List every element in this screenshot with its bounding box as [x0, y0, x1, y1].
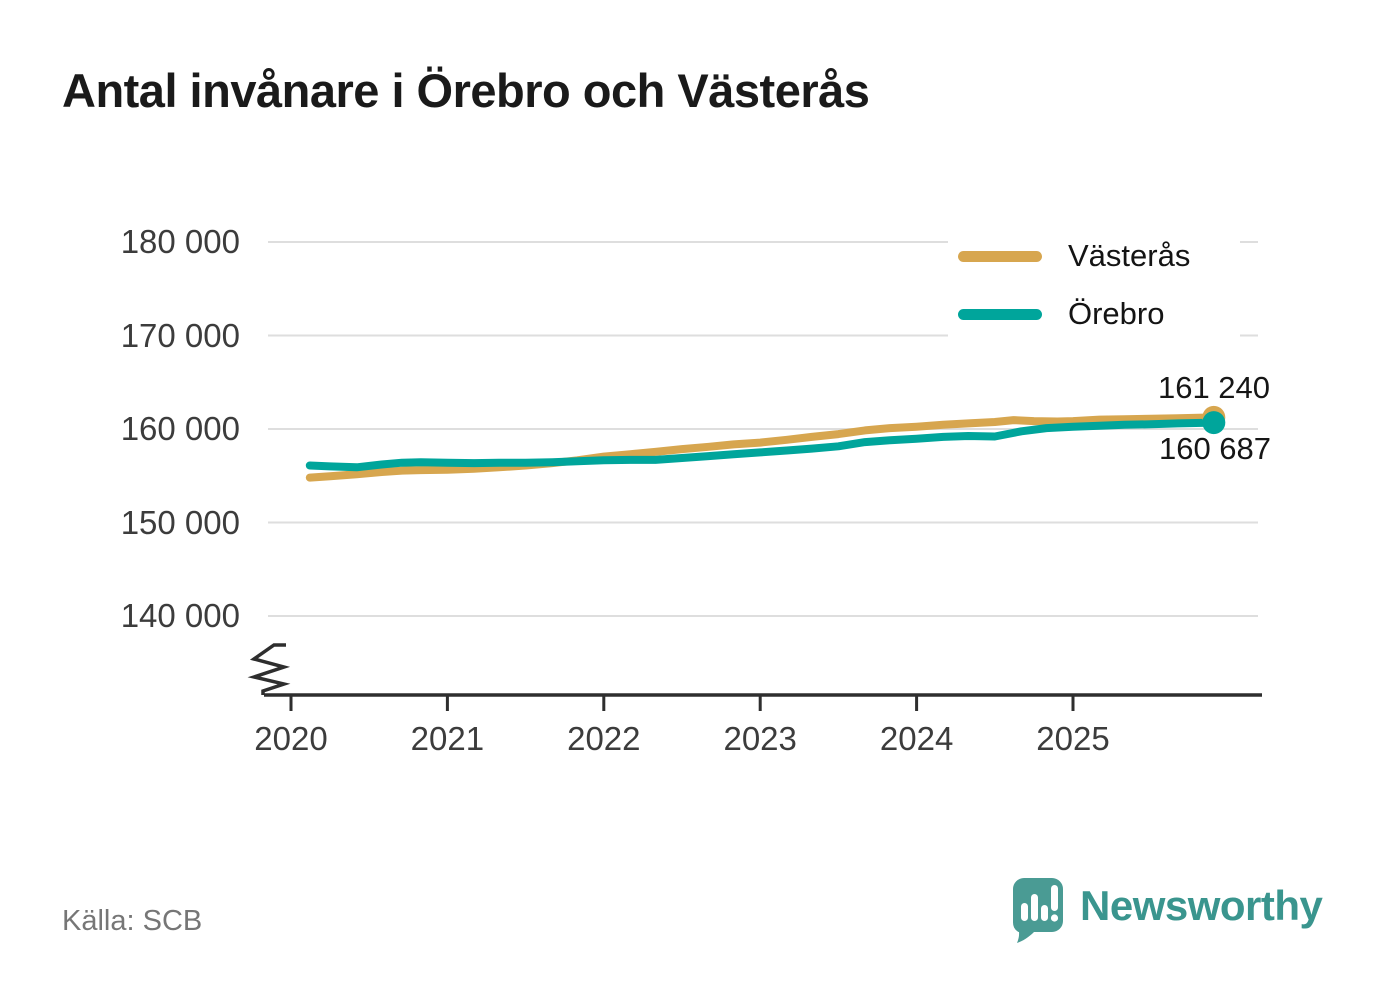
vasteras-line: [305, 413, 1218, 482]
orebro-line: [305, 418, 1218, 472]
brand-logo: Newsworthy: [1008, 874, 1323, 950]
x-axis-label: 2022: [567, 720, 641, 757]
y-axis-label: 150 000: [120, 503, 240, 541]
legend-item-vasteras: Västerås: [948, 232, 1240, 280]
orebro-end-dot: [1202, 411, 1226, 435]
brand-wordmark: Newsworthy: [1080, 882, 1323, 929]
x-axis-label: 2023: [723, 720, 797, 757]
y-axis-break-icon: [247, 643, 291, 695]
y-axis-label: 170 000: [120, 316, 240, 354]
x-axis-label: 2024: [879, 720, 954, 757]
x-axis-label: 2025: [1036, 720, 1110, 757]
orebro-line-swatch: [958, 308, 1042, 320]
legend-label-vasteras: Västerås: [1068, 238, 1191, 273]
source-attribution: Källa: SCB: [62, 905, 203, 937]
x-axis-label: 2021: [410, 720, 485, 757]
chart-title: Antal invånare i Örebro och Västerås: [62, 64, 870, 117]
orebro-end-value-label: 160 687: [1158, 431, 1272, 466]
legend: Västerås Örebro: [948, 228, 1240, 348]
x-axis-label: 2020: [254, 720, 328, 757]
legend-item-orebro: Örebro: [948, 290, 1240, 338]
y-axis-label: 180 000: [120, 223, 240, 260]
y-axis-label: 140 000: [120, 597, 240, 634]
vasteras-line-swatch: [958, 250, 1042, 262]
newsworthy-bubble-chart-icon: [1013, 878, 1063, 943]
legend-label-orebro: Örebro: [1068, 296, 1165, 331]
vasteras-end-value-label: 161 240: [1157, 370, 1271, 405]
y-axis-label: 160 000: [120, 410, 240, 447]
